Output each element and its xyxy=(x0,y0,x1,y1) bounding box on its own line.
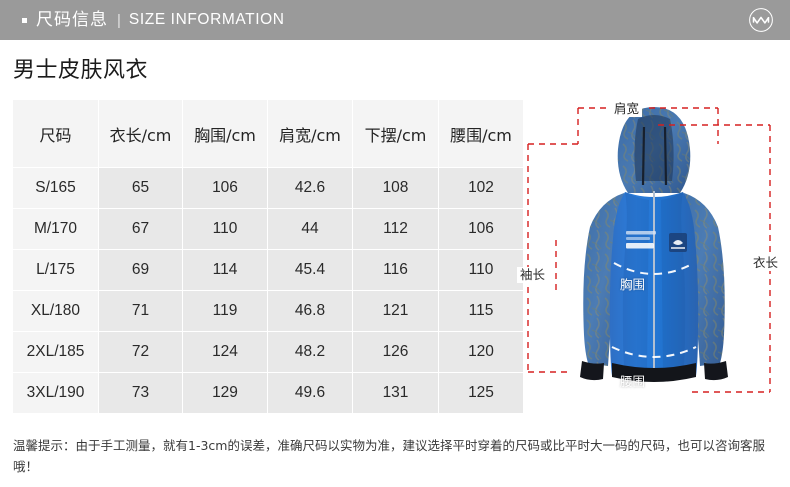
cell-size: 3XL/190 xyxy=(13,373,98,413)
cell-length: 72 xyxy=(99,332,182,372)
square-bullet-icon xyxy=(22,17,27,23)
cell-shoulder: 48.2 xyxy=(268,332,352,372)
cell-length: 69 xyxy=(99,250,182,290)
table-row: M/170 67 110 44 112 106 xyxy=(13,209,523,249)
page-header-bar: 尺码信息 | SIZE INFORMATION xyxy=(0,0,790,40)
cell-bust: 119 xyxy=(183,291,267,331)
cell-hem: 116 xyxy=(353,250,438,290)
cell-length: 67 xyxy=(99,209,182,249)
measurement-notice-text: 温馨提示：由于手工测量，就有1-3cm的误差，准确尺码以实物为准，建议选择平时穿… xyxy=(13,438,765,474)
cell-bust: 114 xyxy=(183,250,267,290)
table-row: L/175 69 114 45.4 116 110 xyxy=(13,250,523,290)
table-row: 2XL/185 72 124 48.2 126 120 xyxy=(13,332,523,372)
cell-size: 2XL/185 xyxy=(13,332,98,372)
cell-size: S/165 xyxy=(13,168,98,208)
annotation-bust: 胸围 xyxy=(620,277,646,292)
cell-hem: 108 xyxy=(353,168,438,208)
cell-shoulder: 46.8 xyxy=(268,291,352,331)
cell-shoulder: 49.6 xyxy=(268,373,352,413)
cell-hem: 126 xyxy=(353,332,438,372)
column-header-size: 尺码 xyxy=(13,100,98,167)
cell-waist: 125 xyxy=(439,373,523,413)
column-header-waist: 腰围/cm xyxy=(439,100,523,167)
cell-size: L/175 xyxy=(13,250,98,290)
jacket-illustration-panel: 肩宽 衣长 袖长 胸围 腰围 xyxy=(516,62,790,428)
column-header-bust: 胸围/cm xyxy=(183,100,267,167)
cell-waist: 115 xyxy=(439,291,523,331)
column-header-hem: 下摆/cm xyxy=(353,100,438,167)
cell-shoulder: 42.6 xyxy=(268,168,352,208)
table-row: S/165 65 106 42.6 108 102 xyxy=(13,168,523,208)
header-title-en: SIZE INFORMATION xyxy=(128,11,285,29)
cell-bust: 129 xyxy=(183,373,267,413)
cell-waist: 110 xyxy=(439,250,523,290)
table-header-row: 尺码 衣长/cm 胸围/cm 肩宽/cm 下摆/cm 腰围/cm xyxy=(13,100,523,167)
cell-waist: 120 xyxy=(439,332,523,372)
brand-circle-logo-icon xyxy=(749,8,773,32)
annotation-shoulder-width: 肩宽 xyxy=(611,101,643,117)
cell-hem: 112 xyxy=(353,209,438,249)
cell-hem: 131 xyxy=(353,373,438,413)
cell-hem: 121 xyxy=(353,291,438,331)
cell-length: 65 xyxy=(99,168,182,208)
annotation-waist: 腰围 xyxy=(620,374,646,389)
header-separator: | xyxy=(117,11,121,29)
size-chart-table: 尺码 衣长/cm 胸围/cm 肩宽/cm 下摆/cm 腰围/cm S/165 6… xyxy=(12,99,524,414)
cell-bust: 106 xyxy=(183,168,267,208)
cell-size: XL/180 xyxy=(13,291,98,331)
annotation-sleeve-length: 袖长 xyxy=(517,267,549,283)
annotation-garment-length: 衣长 xyxy=(750,255,782,271)
cell-bust: 124 xyxy=(183,332,267,372)
cell-waist: 106 xyxy=(439,209,523,249)
cell-bust: 110 xyxy=(183,209,267,249)
cell-shoulder: 45.4 xyxy=(268,250,352,290)
table-row: 3XL/190 73 129 49.6 131 125 xyxy=(13,373,523,413)
header-title-cn: 尺码信息 xyxy=(36,9,108,30)
cell-shoulder: 44 xyxy=(268,209,352,249)
cell-length: 73 xyxy=(99,373,182,413)
cell-length: 71 xyxy=(99,291,182,331)
cell-waist: 102 xyxy=(439,168,523,208)
page-title: 男士皮肤风衣 xyxy=(13,58,149,83)
column-header-length: 衣长/cm xyxy=(99,100,182,167)
table-row: XL/180 71 119 46.8 121 115 xyxy=(13,291,523,331)
blue-windbreaker-jacket-image xyxy=(580,107,728,382)
cell-size: M/170 xyxy=(13,209,98,249)
column-header-shoulder: 肩宽/cm xyxy=(268,100,352,167)
